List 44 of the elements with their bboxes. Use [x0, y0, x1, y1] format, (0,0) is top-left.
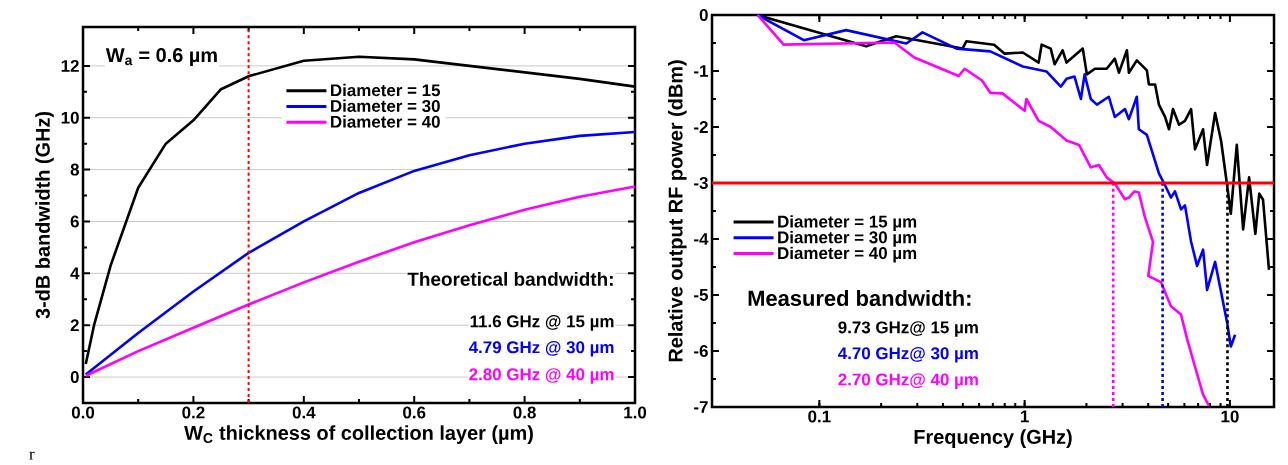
x-axis-title: Frequency (GHz) [914, 429, 1072, 448]
annotation: Theoretical bandwidth: [407, 271, 613, 286]
annotation: 4.79 GHz @ 30 µm [468, 341, 614, 357]
y-tick-label: 8 [70, 163, 79, 176]
y-tick-label: -6 [694, 344, 708, 357]
y-tick-label: -5 [694, 289, 709, 301]
legend-label: Diameter = 15 µm [778, 215, 917, 231]
annotation: 2.80 GHz @ 40 µm [469, 368, 614, 384]
y-tick-label: -1 [694, 65, 709, 77]
x-tick-label: 0.4 [292, 406, 316, 419]
legend-label: Diameter = 40 µm [778, 246, 917, 263]
x-tick-label: 10 [1221, 410, 1239, 423]
y-tick-label: -2 [694, 121, 708, 133]
x-tick-label: 0.2 [182, 406, 205, 419]
x-tick-label: 0.0 [71, 406, 95, 419]
legend-label: Diameter = 40 [331, 115, 440, 128]
y-tick-label: 4 [70, 267, 80, 280]
x-tick-label: 0.8 [513, 406, 536, 419]
text: r [29, 451, 35, 460]
annotation: 2.70 GHz@ 40 µm [838, 373, 978, 389]
y-tick-label: 12 [61, 59, 79, 72]
x-axis-title: W$_{C}$ thickness of collection layer (µm) [184, 425, 533, 444]
y-tick-label: 0 [70, 371, 79, 384]
legend-label: Diameter = 30 [331, 99, 440, 113]
y-tick-label: -3 [694, 176, 708, 189]
annotation: 11.6 GHz @ 15 µm [470, 315, 614, 331]
x-tick-label: 1 [1020, 410, 1029, 423]
y-tick-label: 6 [70, 215, 79, 228]
y-tick-label: -7 [694, 401, 708, 413]
legend-label: Diameter = 30 µm [778, 230, 917, 247]
y-tick-label: 0 [699, 8, 708, 21]
x-tick-label: 0.6 [403, 406, 426, 419]
y-axis-title: 3-dB bandwidth (GHz) [35, 111, 54, 319]
legend-label: Diameter = 15 [331, 83, 441, 97]
y-tick-label: 2 [70, 319, 79, 332]
x-tick-label: 1.0 [624, 406, 647, 419]
y-tick-label: 10 [61, 111, 79, 124]
annotation: 4.70 GHz@ 30 µm [838, 347, 978, 363]
annotation: Measured bandwidth: [748, 289, 971, 307]
annotation: 9.73 GHz@ 15 µm [838, 321, 978, 337]
y-tick-label: -4 [694, 233, 709, 245]
y-axis-title: Relative output RF power (dBm) [668, 60, 687, 362]
annotation: W$_{a}$ = 0.6 µm [105, 48, 217, 67]
x-tick-label: 0.1 [808, 410, 831, 423]
